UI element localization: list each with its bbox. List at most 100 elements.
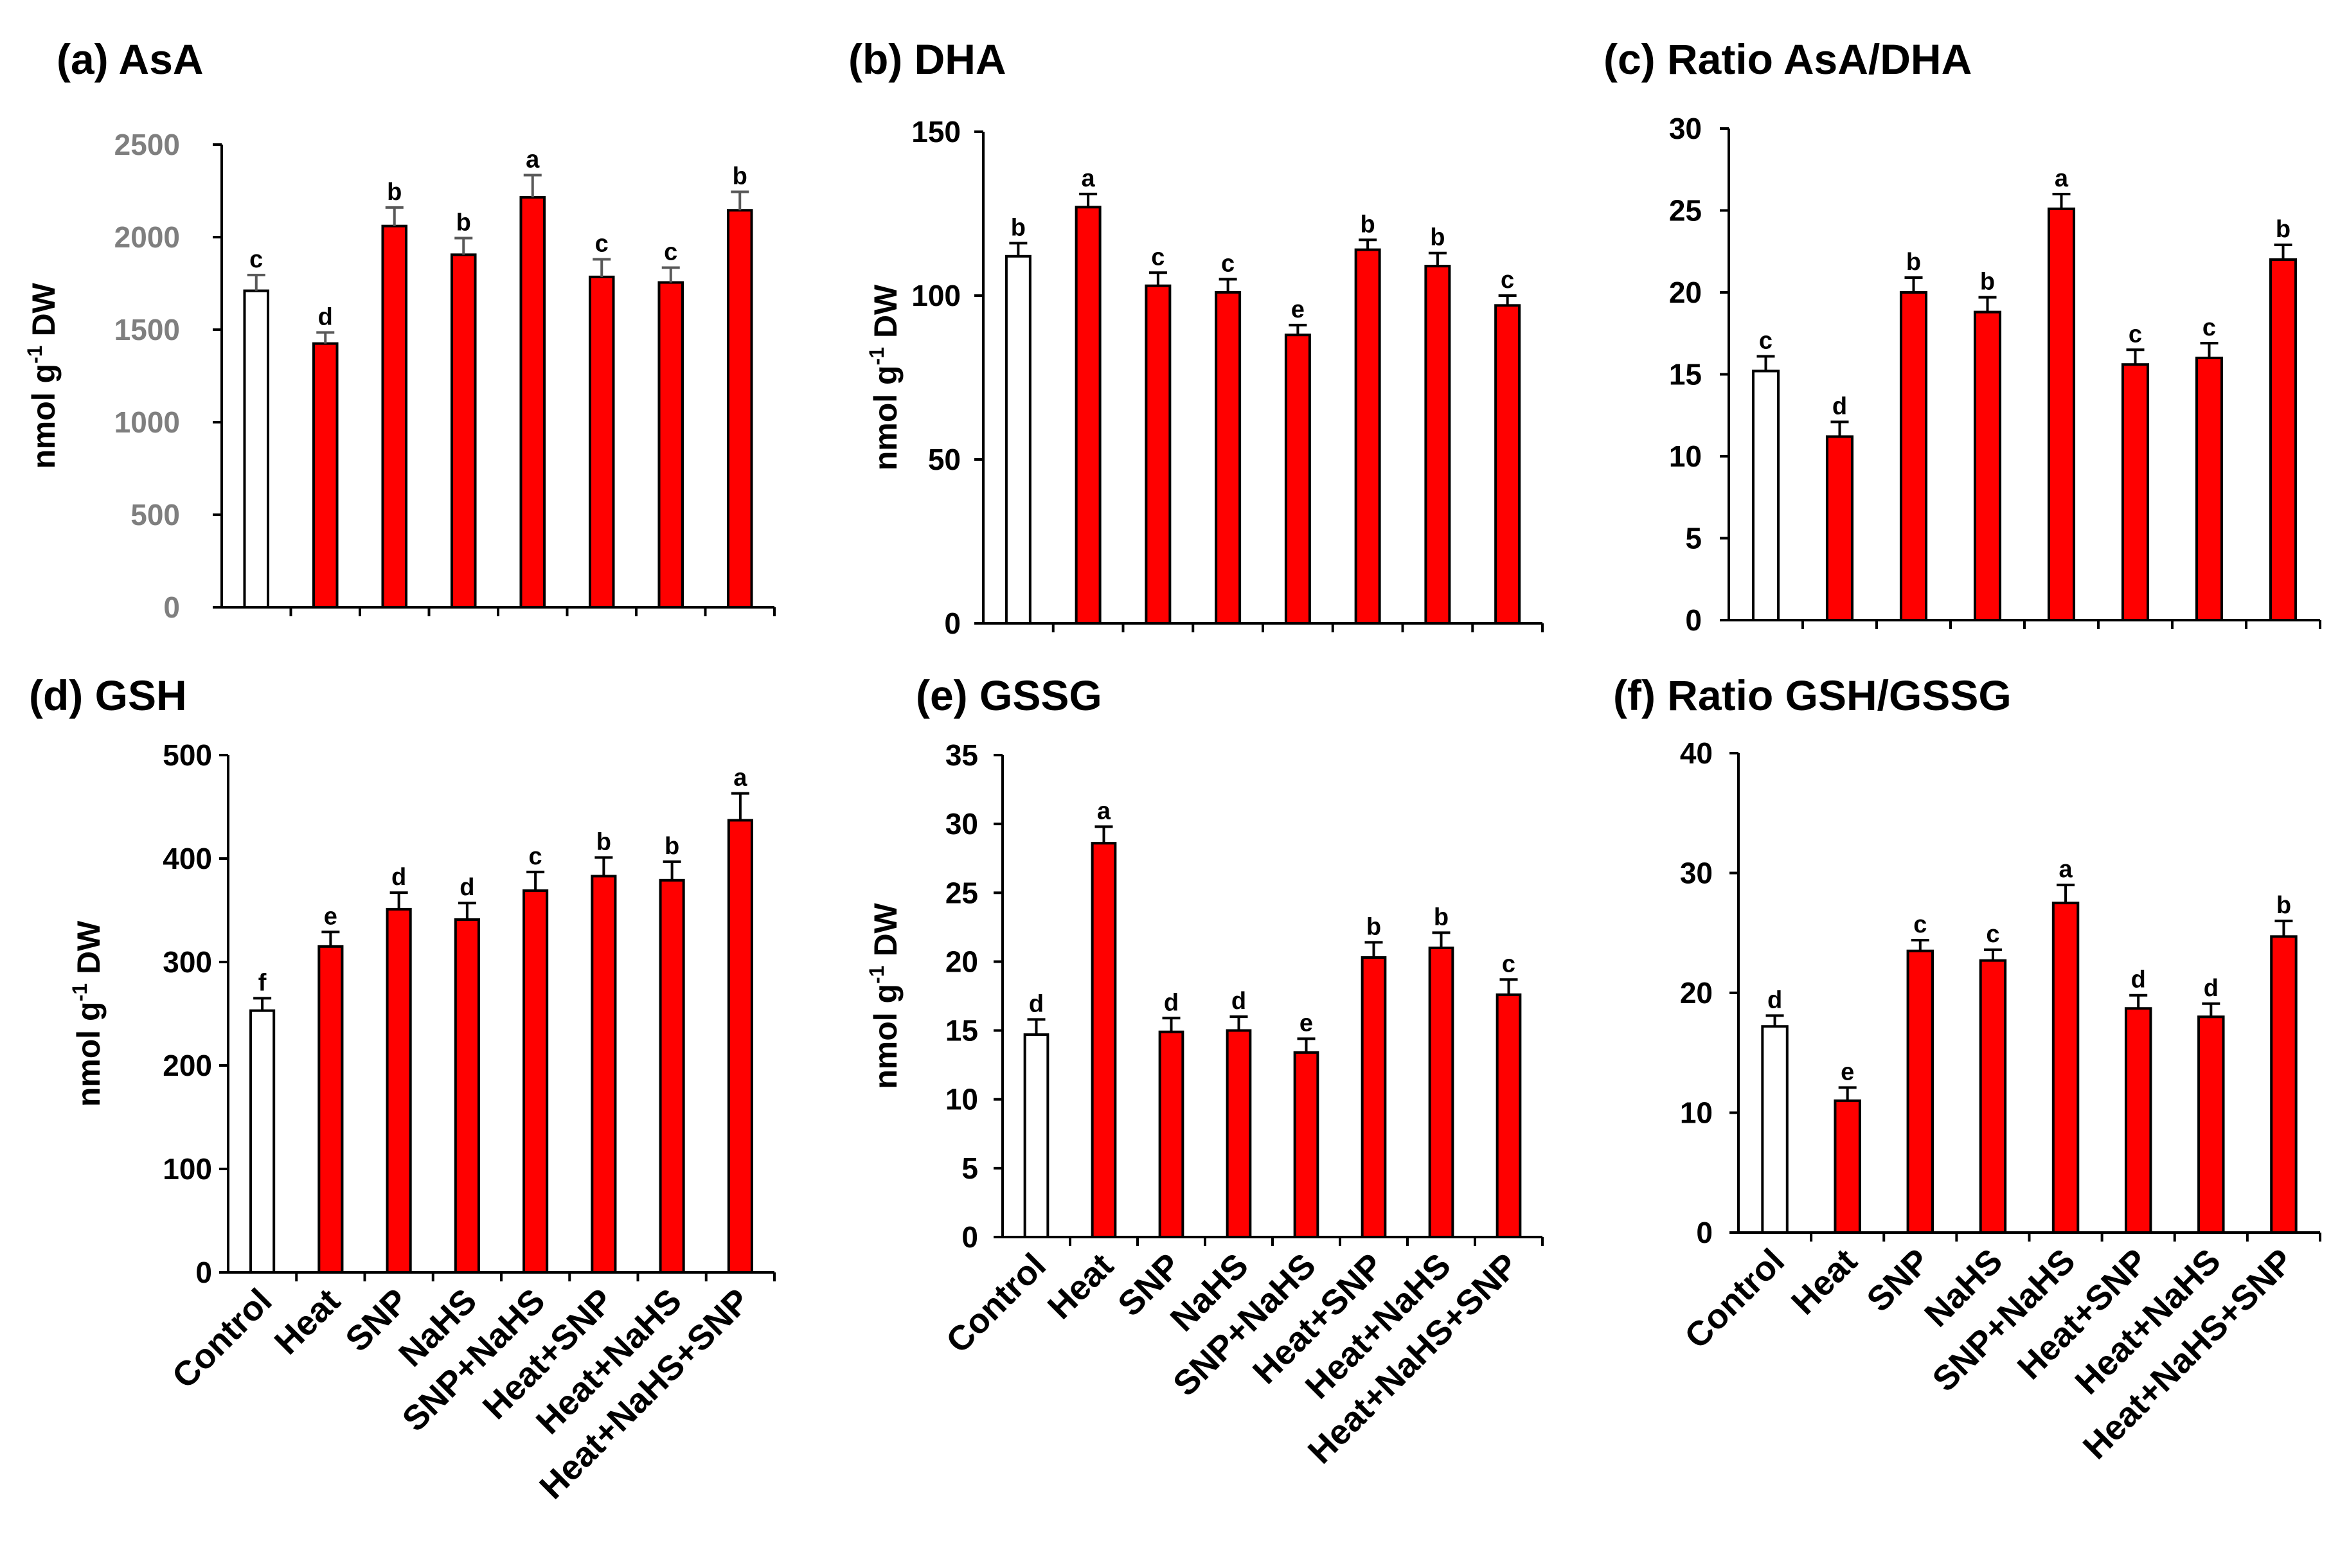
significance-letter: c (595, 231, 609, 258)
significance-letter: a (2055, 165, 2069, 192)
significance-letter: b (733, 163, 747, 190)
significance-letter: c (2202, 314, 2216, 341)
x-category-label: Control (939, 1246, 1053, 1360)
bar-c-heat (1825, 435, 1854, 622)
significance-letter: d (391, 864, 406, 891)
bar-e-nahs (1226, 1029, 1252, 1238)
x-category-label: Heat (267, 1281, 348, 1362)
significance-letter: a (2059, 856, 2073, 883)
panel-b-ylabel: nmol g-1 DW (865, 284, 904, 470)
significance-letter: b (1906, 249, 1921, 276)
bar-f-heat-nahs (2197, 1015, 2225, 1234)
bar-e-control (1023, 1033, 1049, 1238)
panel-a: (a) AsA nmol g-1 DW 0 500 1000 1500 2000 2500 c d… (23, 35, 776, 624)
significance-letter: d (318, 303, 333, 330)
y-tick-label: 150 (911, 115, 961, 148)
bar-a-heat (312, 342, 339, 609)
significance-letter: c (1221, 251, 1235, 278)
bar-f-nahs (1979, 959, 2007, 1234)
bar-f-heat-nahs-snp (2270, 935, 2298, 1234)
panel-f: (f) Ratio GSH/GSSG 0 10 20 30 40 d Control e Heat… (1613, 672, 2321, 1466)
y-tick-label: 10 (1680, 1096, 1713, 1130)
panel-c: (c) Ratio AsA/DHA 0 5 10 15 20 25 30 c d b b a c c b (1603, 35, 2321, 637)
significance-letter: a (1097, 797, 1111, 824)
y-tick-label: 1000 (114, 405, 180, 439)
significance-letter: e (324, 903, 337, 930)
significance-letter: b (1430, 224, 1445, 251)
panel-e: (e) GSSG nmol g-1 DW 0 5 10 15 20 25 30 35 d Contro… (865, 672, 1544, 1471)
y-tick-label: 300 (163, 945, 212, 979)
significance-letter: d (1164, 989, 1179, 1016)
y-tick-label: 25 (1669, 194, 1702, 227)
y-tick-label: 20 (1680, 976, 1713, 1010)
y-tick-label: 0 (961, 1220, 978, 1254)
significance-letter: b (596, 828, 611, 855)
panel-e-ylabel: nmol g-1 DW (865, 902, 904, 1089)
bar-e-snp-nahs (1293, 1051, 1319, 1239)
y-tick-label: 30 (945, 807, 978, 841)
significance-letter: b (2276, 216, 2291, 243)
bar-a-heat-nahs (657, 281, 684, 609)
bar-a-heat-nahs-snp (726, 209, 753, 609)
significance-letter: b (1366, 913, 1381, 940)
bar-c-snp (1899, 291, 1928, 621)
y-tick-label: 10 (1669, 440, 1702, 473)
y-tick-label: 2500 (114, 128, 180, 161)
significance-letter: d (460, 874, 474, 901)
significance-letter: b (1011, 214, 1026, 241)
panel-a-ylabel: nmol g-1 DW (23, 282, 62, 468)
x-category-label: Control (165, 1281, 279, 1396)
panel-f-title: (f) Ratio GSH/GSSG (1613, 672, 2012, 719)
y-tick-label: 40 (1680, 736, 1713, 770)
bar-a-snp (381, 224, 408, 609)
x-category-label: Heat (1784, 1242, 1864, 1322)
bar-a-snp-nahs (519, 196, 546, 609)
significance-letter: c (2129, 321, 2142, 348)
significance-letter: c (249, 246, 263, 273)
y-tick-label: 5 (961, 1152, 978, 1185)
y-tick-label: 15 (1669, 358, 1702, 391)
significance-letter: a (1082, 165, 1096, 192)
bar-e-heat (1091, 842, 1117, 1238)
bar-e-heat-snp (1361, 956, 1387, 1238)
y-tick-label: 10 (945, 1083, 978, 1116)
significance-letter: e (1299, 1010, 1313, 1037)
bar-c-heat-snp (2121, 363, 2150, 621)
bar-d-heat-nahs-snp (727, 819, 753, 1274)
y-tick-label: 0 (1696, 1216, 1713, 1249)
bar-b-snp (1145, 284, 1172, 625)
y-tick-label: 0 (1685, 603, 1702, 637)
bar-d-snp-nahs (522, 889, 549, 1274)
panel-a-title: (a) AsA (57, 35, 204, 83)
y-tick-label: 100 (911, 279, 961, 312)
panel-d: (d) GSH nmol g-1 DW 0 100 200 300 400 500 f Contr… (29, 672, 776, 1506)
bar-e-heat-nahs-snp (1496, 993, 1522, 1239)
y-tick-label: 100 (163, 1152, 212, 1186)
significance-letter: c (1986, 921, 1999, 948)
bar-e-heat-nahs (1428, 947, 1454, 1238)
bar-f-heat (1834, 1099, 1861, 1234)
panel-b: (b) DHA nmol g-1 DW 0 50 100 150 b a c c e b b c (848, 35, 1544, 640)
significance-letter: c (1151, 244, 1165, 271)
bar-b-snp-nahs (1284, 334, 1311, 625)
x-category-label: Heat (1040, 1246, 1121, 1326)
y-tick-label: 0 (944, 607, 961, 640)
y-tick-label: 0 (163, 591, 180, 624)
bar-f-snp (1906, 949, 1934, 1234)
bar-d-heat (317, 945, 344, 1274)
significance-letter: c (1502, 950, 1515, 977)
bar-b-control (1005, 254, 1032, 625)
y-tick-label: 500 (163, 738, 212, 772)
bar-b-nahs (1215, 290, 1242, 625)
significance-letter: d (2204, 975, 2219, 1002)
y-tick-label: 5 (1685, 522, 1702, 555)
y-tick-label: 15 (945, 1014, 978, 1047)
y-tick-label: 20 (945, 945, 978, 978)
y-tick-label: 20 (1669, 276, 1702, 309)
bar-f-snp-nahs (2051, 902, 2080, 1234)
bar-d-nahs (454, 918, 480, 1274)
bar-f-control (1761, 1025, 1789, 1234)
bar-b-heat (1075, 206, 1102, 625)
significance-letter: a (733, 765, 747, 792)
